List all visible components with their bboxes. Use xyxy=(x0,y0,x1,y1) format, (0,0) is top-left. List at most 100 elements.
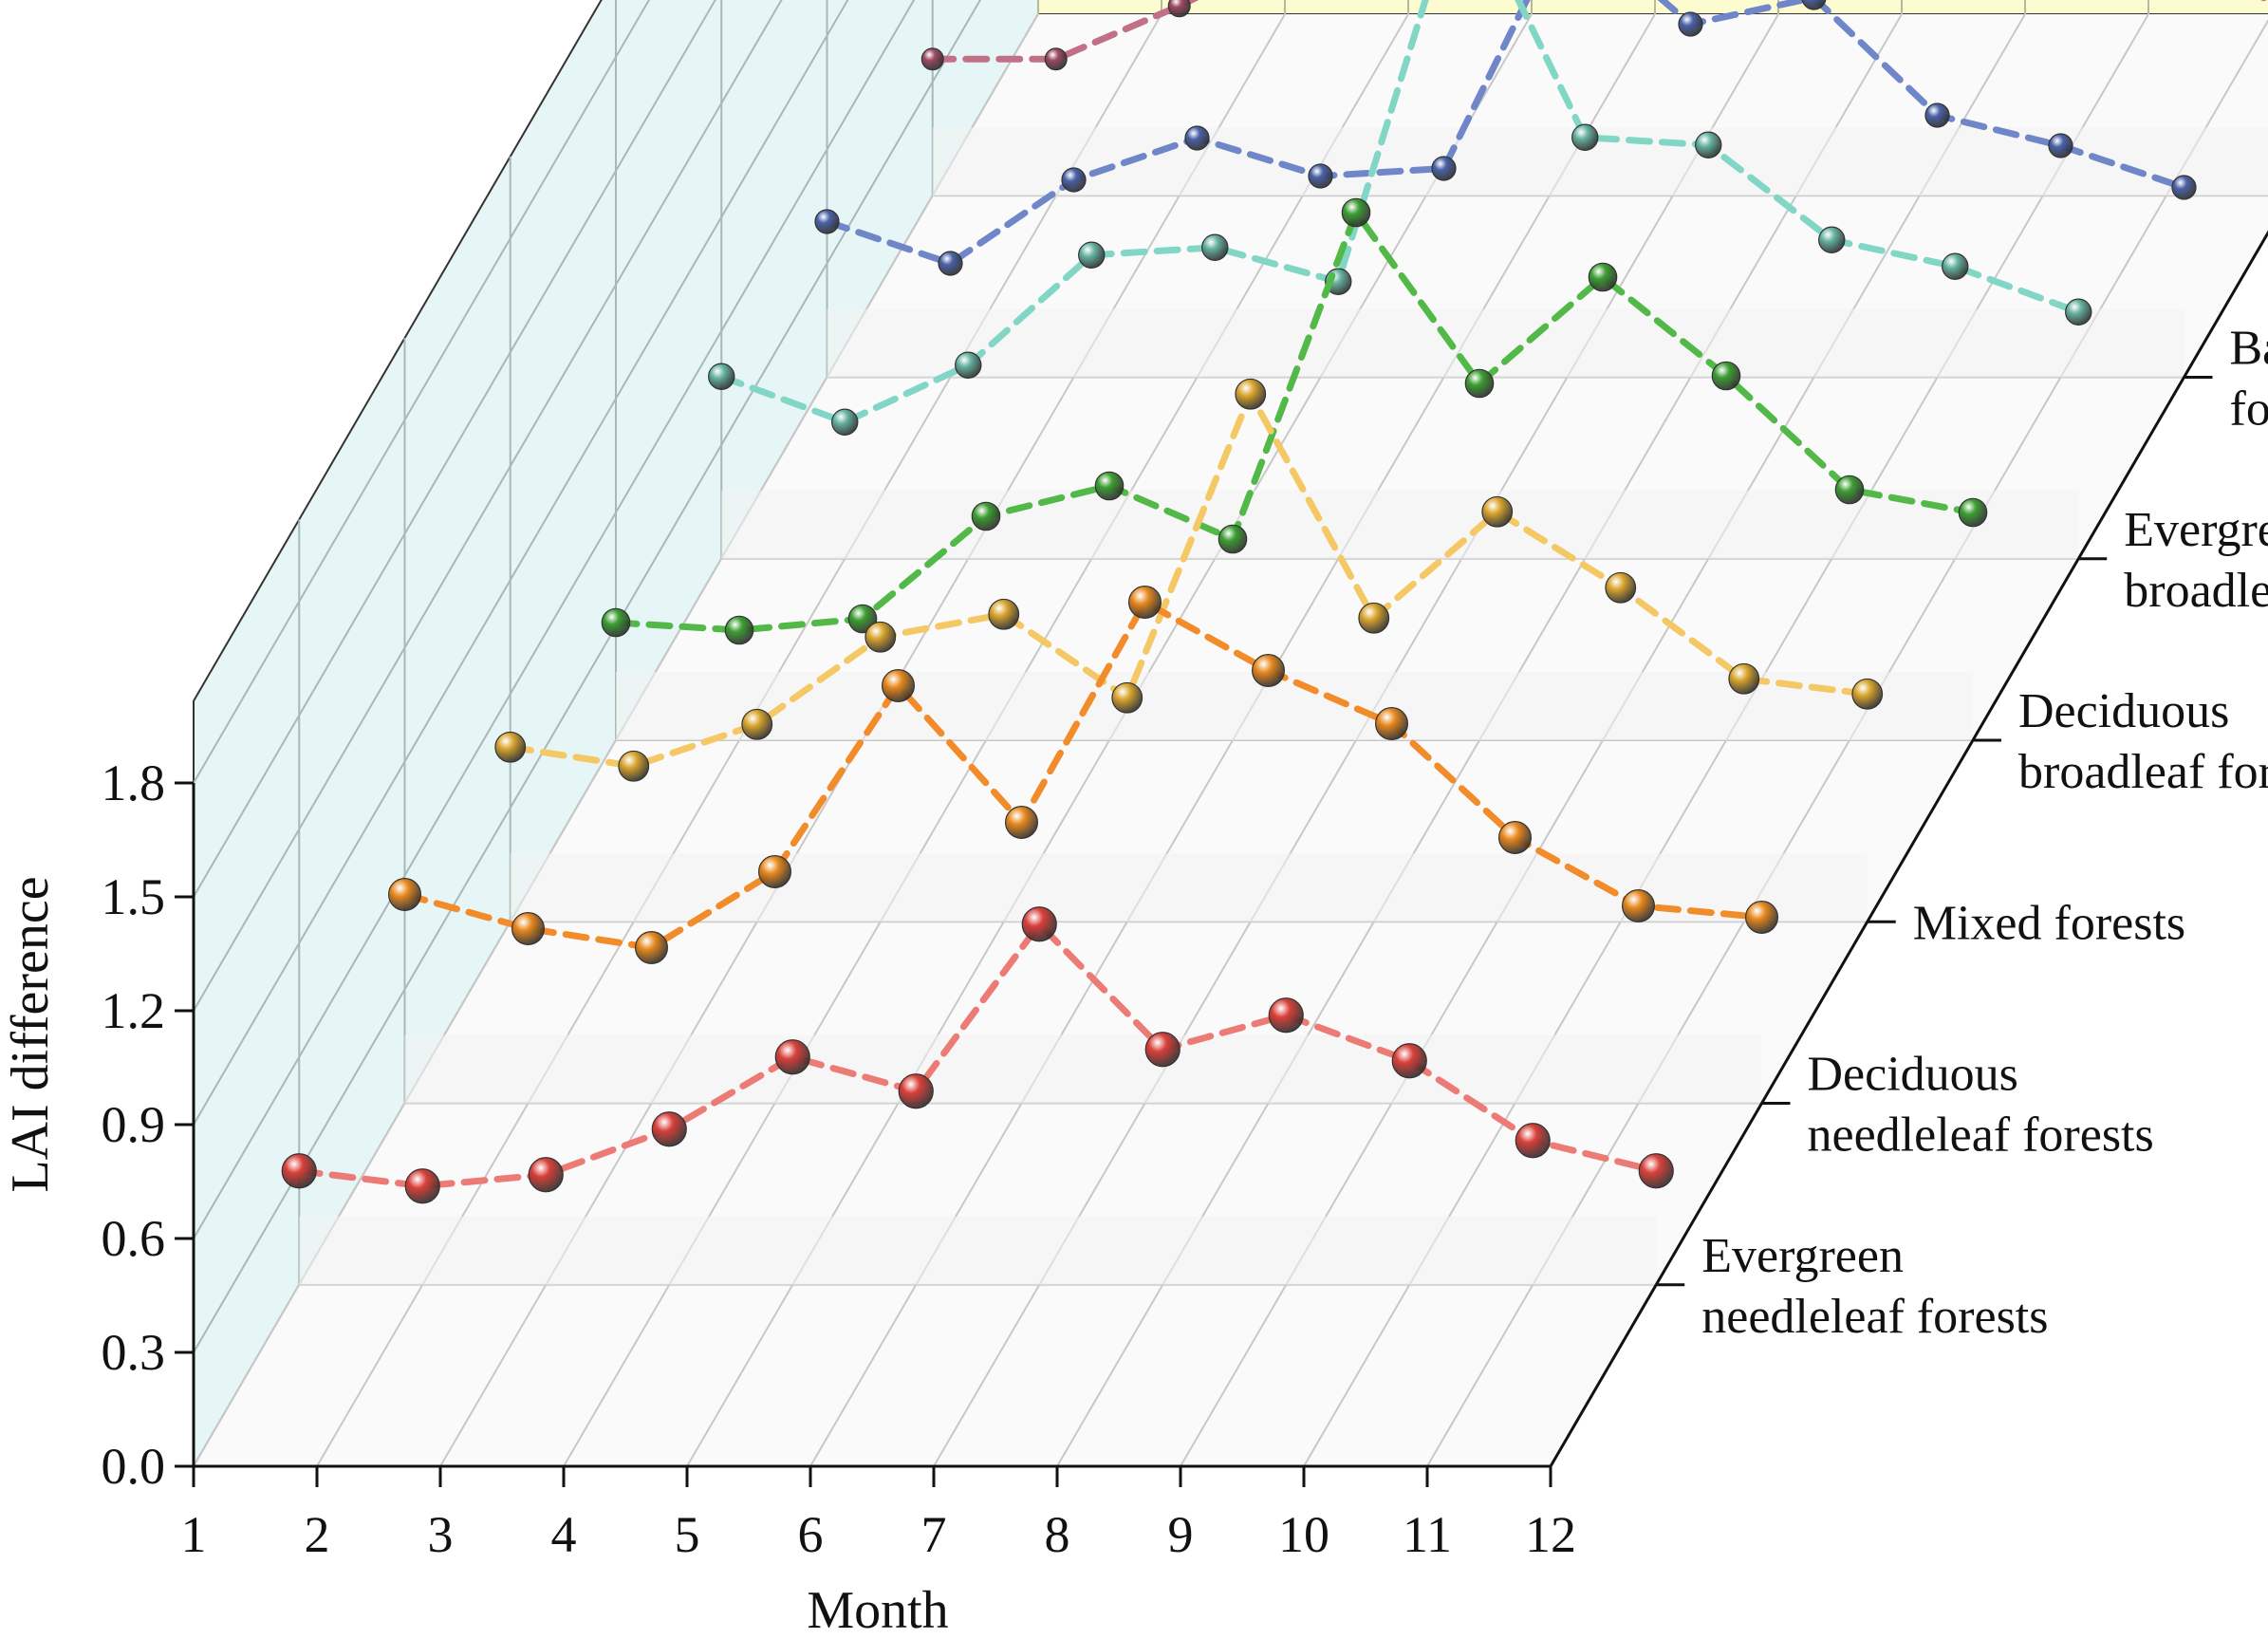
series-grasses-cereal-crops xyxy=(920,0,2268,71)
data-point xyxy=(757,854,791,888)
data-point xyxy=(847,604,878,634)
data-point xyxy=(1218,524,1248,554)
left-wall-gridline xyxy=(193,0,716,898)
data-point xyxy=(1638,1153,1674,1189)
data-point xyxy=(898,1073,934,1109)
data-point xyxy=(1464,368,1495,399)
series-ribbon xyxy=(299,1216,1657,1285)
x-tick-label: 1 xyxy=(181,1506,207,1563)
series-line xyxy=(612,205,1977,634)
data-point xyxy=(1942,252,1969,280)
series-deciduous-needleleaf-forests xyxy=(388,585,1778,964)
series-label: Mixed forests xyxy=(1913,896,2185,950)
data-point xyxy=(1341,197,1371,228)
data-point xyxy=(1358,602,1390,634)
data-point xyxy=(774,1039,810,1075)
data-point xyxy=(971,501,1001,531)
series-ribbon xyxy=(721,490,2079,559)
x-tick-label: 2 xyxy=(305,1506,330,1563)
data-point xyxy=(1004,805,1038,839)
data-point xyxy=(1818,226,1846,253)
data-point xyxy=(1851,678,1884,710)
series-line xyxy=(717,0,2082,426)
data-point xyxy=(1924,102,1950,128)
series-label: Evergreen xyxy=(2124,503,2268,557)
y-tick-label: 0.0 xyxy=(102,1438,166,1495)
data-point xyxy=(1127,585,1162,619)
left-wall-gridline xyxy=(193,0,783,1012)
series-line xyxy=(507,386,1871,770)
series-label: broadleaf forests xyxy=(2018,745,2268,799)
series-label: forests xyxy=(2230,382,2268,437)
series-bamboo-forests xyxy=(814,0,2197,276)
labels: LAI difference Month Evergreen needleleaf… xyxy=(1,322,2268,1639)
data-point xyxy=(2171,175,2197,200)
data-point xyxy=(1201,233,1229,261)
data-point xyxy=(1235,378,1267,410)
series-label: broadleaf forests xyxy=(2124,564,2268,618)
data-point xyxy=(1094,471,1125,501)
data-point xyxy=(1834,475,1865,505)
series-ribbon xyxy=(510,853,1868,922)
data-point xyxy=(651,1111,687,1147)
data-point xyxy=(1744,900,1778,934)
x-tick-label: 6 xyxy=(798,1506,824,1563)
series-mixed-forests xyxy=(494,378,1884,782)
series-ribbon xyxy=(932,127,2268,196)
data-point xyxy=(404,1168,440,1204)
data-point xyxy=(1391,1043,1427,1079)
data-point xyxy=(1695,131,1722,158)
x-tick-label: 4 xyxy=(551,1506,577,1563)
left-wall-gridline xyxy=(193,0,916,1239)
data-point xyxy=(1308,163,1333,189)
series-label: Evergreen xyxy=(1701,1229,1904,1283)
data-point xyxy=(988,598,1020,630)
series-line xyxy=(824,0,2187,268)
data-point xyxy=(601,607,631,638)
data-point xyxy=(528,1157,564,1193)
data-point xyxy=(831,408,859,436)
data-point xyxy=(1184,125,1210,151)
data-point xyxy=(708,363,735,390)
series-deciduous-broadleaf-forests xyxy=(601,197,1988,645)
data-point xyxy=(1431,156,1457,181)
y-tick-label: 1.8 xyxy=(102,754,166,811)
data-point xyxy=(881,668,915,702)
y-tick-label: 1.5 xyxy=(102,868,166,925)
data-point xyxy=(741,708,773,740)
series-label: needleleaf forests xyxy=(1701,1290,2048,1344)
data-point xyxy=(1588,262,1618,292)
data-point xyxy=(1111,681,1143,714)
y-tick-label: 0.9 xyxy=(102,1096,166,1153)
data-point xyxy=(1605,571,1637,604)
data-series xyxy=(281,0,2268,1204)
y-tick-label: 0.6 xyxy=(102,1210,166,1267)
data-point xyxy=(1621,888,1655,922)
x-tick-label: 11 xyxy=(1403,1506,1452,1563)
data-point xyxy=(938,251,963,276)
data-point xyxy=(1374,706,1408,740)
data-point xyxy=(388,877,422,911)
series-ribbon xyxy=(404,1034,1762,1104)
series-label: Deciduous xyxy=(2018,684,2229,738)
series-label: needleleaf forests xyxy=(1808,1108,2154,1163)
data-point xyxy=(1167,0,1191,18)
data-point xyxy=(724,615,754,645)
y-tick-label: 1.2 xyxy=(102,982,166,1039)
data-point xyxy=(1728,662,1760,695)
data-point xyxy=(1268,997,1304,1034)
data-point xyxy=(511,911,545,945)
data-point xyxy=(1144,1032,1180,1068)
data-point xyxy=(1515,1123,1551,1159)
data-point xyxy=(1711,361,1741,391)
axes: 1 2 3 4 5 6 7 8 9 10 11 120.00.30.60.91.21.51.8 xyxy=(102,230,2268,1563)
data-point xyxy=(1061,167,1087,193)
series-label: Deciduous xyxy=(1808,1048,2018,1102)
data-point xyxy=(494,731,527,763)
data-point xyxy=(1078,241,1106,269)
y-axis-title: LAI difference xyxy=(1,876,60,1192)
data-point xyxy=(1481,495,1514,528)
left-wall-gridline xyxy=(193,0,651,784)
data-point xyxy=(281,1153,317,1189)
